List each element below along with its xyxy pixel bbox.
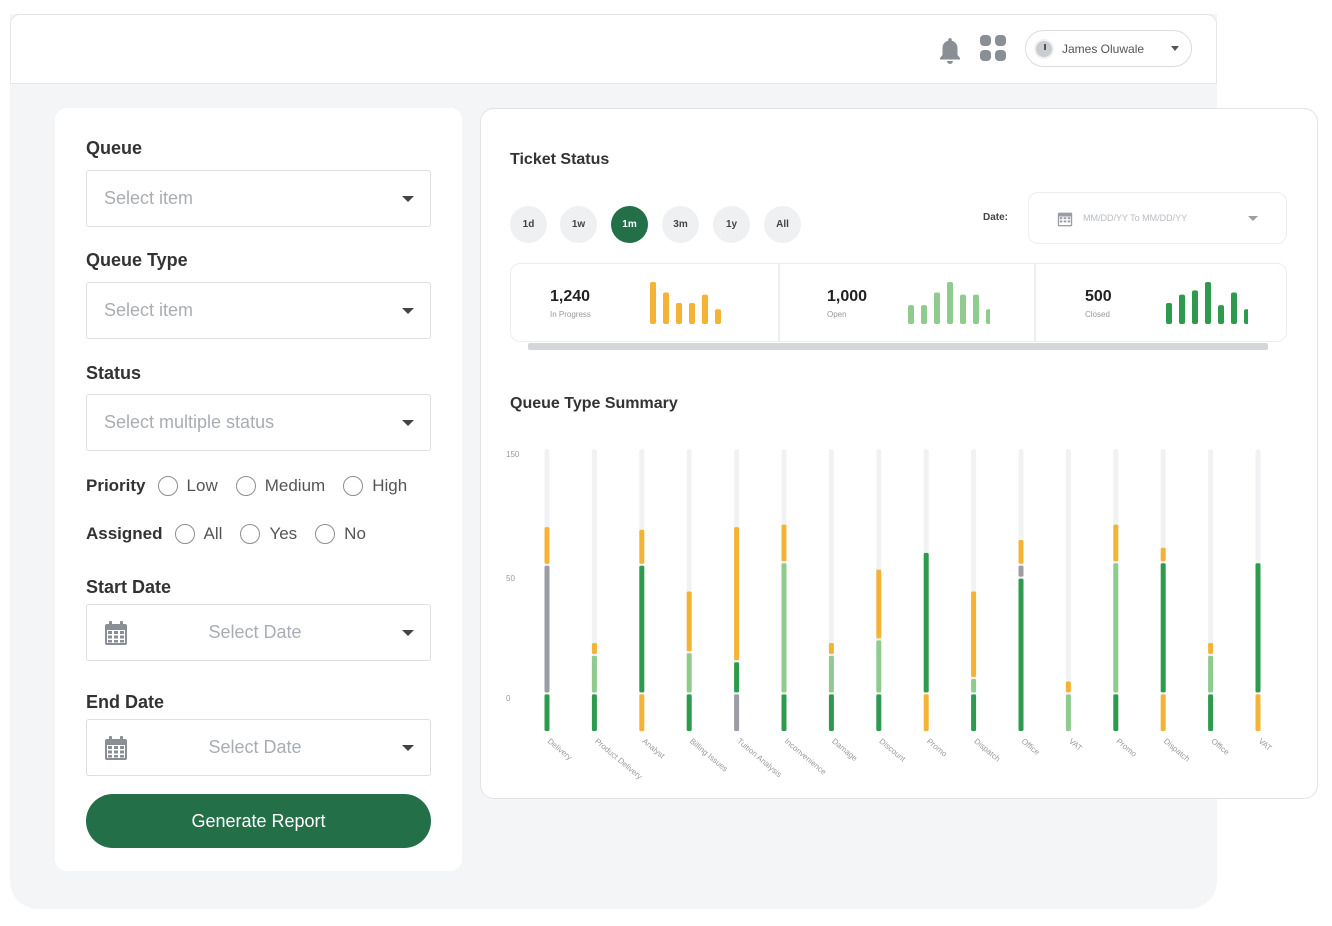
- generate-report-button[interactable]: Generate Report: [86, 794, 431, 848]
- radio-circle[interactable]: [174, 524, 195, 544]
- start-date-placeholder: Select Date: [208, 622, 302, 642]
- open-label: Open: [827, 310, 847, 319]
- radio-label: High: [372, 476, 408, 495]
- sparkline-bar: [650, 282, 656, 324]
- priority-medium-radio[interactable]: Medium: [235, 476, 326, 496]
- sparkline-bar: [986, 309, 990, 324]
- assigned-no-radio[interactable]: No: [315, 524, 366, 544]
- user-menu[interactable]: James Oluwale: [1025, 30, 1192, 67]
- sparkline-bar: [715, 309, 721, 324]
- dropdown-arrow-icon: [402, 629, 414, 636]
- priority-low-radio[interactable]: Low: [157, 476, 218, 496]
- end-date-label: End Date: [86, 692, 165, 712]
- user-name: James Oluwale: [1062, 41, 1145, 56]
- sparkline-bar: [1179, 294, 1185, 324]
- period-1y-button[interactable]: 1y: [713, 206, 750, 243]
- status-placeholder: Select multiple status: [104, 412, 275, 432]
- open-count: 1,000: [827, 288, 868, 305]
- top-bar: [10, 14, 1217, 84]
- ticket-status-title: Ticket Status: [510, 151, 610, 168]
- radio-circle[interactable]: [343, 476, 364, 496]
- sparkline-bar: [676, 303, 682, 324]
- sparkline-bar: [1205, 282, 1211, 324]
- period-1d-button[interactable]: 1d: [510, 206, 547, 243]
- sparkline-bar: [702, 294, 708, 324]
- sparkline-bar: [1218, 305, 1224, 324]
- assigned-radio-group: Assigned All Yes No: [86, 524, 384, 544]
- queue-placeholder: Select item: [104, 188, 194, 208]
- radio-circle[interactable]: [315, 524, 336, 544]
- radio-label: Yes: [269, 524, 298, 543]
- period-1m-button[interactable]: 1m: [611, 206, 648, 243]
- start-date-picker[interactable]: Select Date: [86, 604, 431, 661]
- status-label: Status: [86, 363, 142, 383]
- queue-type-select[interactable]: Select item: [86, 282, 431, 339]
- sparkline-bar: [973, 294, 979, 324]
- priority-high-radio[interactable]: High: [343, 476, 407, 496]
- apps-grid-icon[interactable]: [980, 35, 1008, 63]
- assigned-yes-radio[interactable]: Yes: [240, 524, 297, 544]
- sparkline-bar: [1231, 292, 1237, 324]
- sparkline-bar: [689, 303, 695, 324]
- in-progress-label: In Progress: [550, 310, 591, 319]
- assigned-all-radio[interactable]: All: [174, 524, 223, 544]
- radio-label: Low: [186, 476, 218, 495]
- queue-type-label: Queue Type: [86, 250, 188, 270]
- sparkline-bar: [960, 294, 966, 324]
- period-3m-button[interactable]: 3m: [662, 206, 699, 243]
- priority-radio-group: Priority Low Medium High: [86, 476, 425, 496]
- queue-label: Queue: [86, 138, 143, 158]
- bell-icon[interactable]: [937, 36, 963, 64]
- dropdown-arrow-icon: [402, 419, 414, 426]
- open-sparkline: [908, 282, 990, 324]
- sparkline-bar: [947, 282, 953, 324]
- calendar-icon: [1057, 212, 1073, 226]
- sparkline-bar: [908, 305, 914, 324]
- ticket-stats-card: [510, 263, 1287, 342]
- in-progress-count: 1,240: [550, 288, 591, 305]
- queue-select[interactable]: Select item: [86, 170, 431, 227]
- sparkline-bar: [1244, 309, 1248, 324]
- assigned-label: Assigned: [86, 524, 163, 543]
- sparkline-bar: [1166, 303, 1172, 324]
- chevron-down-icon: [1171, 46, 1179, 51]
- dropdown-arrow-icon: [1248, 215, 1258, 221]
- end-date-picker[interactable]: Select Date: [86, 719, 431, 776]
- closed-count: 500: [1085, 288, 1112, 305]
- radio-label: No: [344, 524, 366, 543]
- stat-divider: [1034, 264, 1036, 341]
- dropdown-arrow-icon: [402, 307, 414, 314]
- radio-circle[interactable]: [235, 476, 256, 496]
- sparkline-bar: [663, 292, 669, 324]
- queue-type-placeholder: Select item: [104, 300, 194, 320]
- period-1w-button[interactable]: 1w: [560, 206, 597, 243]
- priority-label: Priority: [86, 476, 146, 495]
- start-date-label: Start Date: [86, 577, 172, 597]
- dropdown-arrow-icon: [402, 744, 414, 751]
- avatar: [1034, 38, 1054, 59]
- in-progress-sparkline: [650, 282, 721, 324]
- period-all-button[interactable]: All: [764, 206, 801, 243]
- closed-sparkline: [1166, 282, 1248, 324]
- sparkline-bar: [934, 292, 940, 324]
- radio-circle[interactable]: [157, 476, 178, 496]
- calendar-icon: [105, 735, 127, 760]
- queue-type-summary-title: Queue Type Summary: [510, 395, 678, 412]
- stat-divider: [778, 264, 780, 341]
- radio-label: All: [203, 524, 223, 543]
- calendar-icon: [105, 620, 127, 645]
- stats-scrollbar[interactable]: [528, 343, 1268, 350]
- status-select[interactable]: Select multiple status: [86, 394, 431, 451]
- date-range-placeholder: MM/DD/YY To MM/DD/YY: [1083, 213, 1188, 223]
- sparkline-bar: [1192, 290, 1198, 324]
- closed-label: Closed: [1085, 310, 1110, 319]
- radio-label: Medium: [264, 476, 326, 495]
- date-range-picker[interactable]: MM/DD/YY To MM/DD/YY: [1028, 192, 1287, 244]
- end-date-placeholder: Select Date: [208, 737, 302, 757]
- dropdown-arrow-icon: [402, 195, 414, 202]
- date-range-label: Date:: [983, 212, 1009, 223]
- radio-circle[interactable]: [240, 524, 261, 544]
- sparkline-bar: [921, 305, 927, 324]
